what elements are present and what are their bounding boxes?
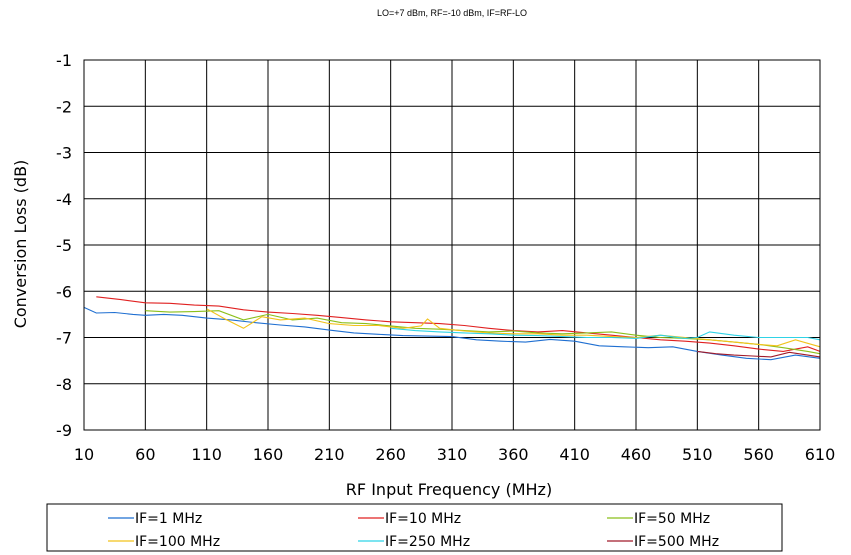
legend-entry-label: IF=100 MHz (135, 534, 220, 550)
legend-box (46, 503, 783, 552)
x-axis-title: RF Input Frequency (MHz) (346, 480, 552, 499)
x-tick-labels: 10 60 110 160 210 260 310 360 410 460 510 560 610 (74, 445, 835, 464)
y-tick-label: -4 (56, 190, 72, 209)
x-tick-label: 310 (437, 445, 468, 464)
y-tick-label: -1 (56, 51, 72, 70)
y-tick-label: -2 (56, 97, 72, 116)
legend-entry-label: IF=250 MHz (385, 534, 470, 550)
x-tick-label: 60 (135, 445, 155, 464)
grid (83, 59, 821, 431)
legend-entry-label: IF=1 MHz (135, 511, 202, 527)
series-line-5 (390, 327, 821, 341)
y-tick-label: -6 (56, 282, 72, 301)
y-tick-label: -8 (56, 375, 72, 394)
series-line-6 (697, 350, 821, 358)
series-line-1 (83, 306, 821, 361)
x-tick-label: 260 (375, 445, 406, 464)
x-tick-label: 110 (191, 445, 222, 464)
x-tick-label: 610 (805, 445, 836, 464)
x-tick-label: 410 (559, 445, 590, 464)
legend-entry-label: IF=50 MHz (634, 511, 710, 527)
x-tick-label: 10 (74, 445, 94, 464)
y-tick-label: -9 (56, 421, 72, 440)
y-tick-label: -7 (56, 329, 72, 348)
x-tick-label: 210 (314, 445, 345, 464)
y-tick-label: -3 (56, 144, 72, 163)
x-tick-label: 360 (498, 445, 529, 464)
x-tick-label: 510 (682, 445, 713, 464)
y-tick-label: -5 (56, 236, 72, 255)
legend-entry-label: IF=10 MHz (385, 511, 461, 527)
legend: IF=1 MHz IF=10 MHz IF=50 MHz IF=100 MHz IF=2… (46, 503, 783, 552)
y-axis-title: Conversion Loss (dB) (11, 160, 30, 329)
series-line-4 (206, 308, 821, 348)
x-tick-label: 560 (743, 445, 774, 464)
series-line-2 (96, 296, 821, 352)
x-tick-label: 160 (253, 445, 284, 464)
x-tick-label: 460 (621, 445, 652, 464)
y-tick-labels: -1 -2 -3 -4 -5 -6 -7 -8 -9 (56, 51, 72, 440)
plot-area-frame (83, 59, 821, 431)
chart-title: LO=+7 dBm, RF=-10 dBm, IF=RF-LO (377, 8, 527, 18)
series-lines (83, 296, 821, 361)
legend-entry-label: IF=500 MHz (634, 534, 719, 550)
